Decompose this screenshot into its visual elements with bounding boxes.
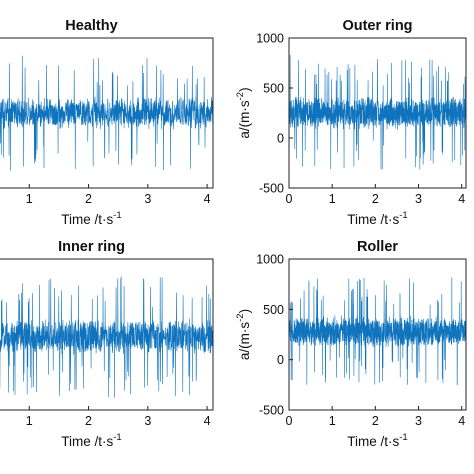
x-tick-label: 3	[415, 192, 422, 206]
y-tick-label: 500	[263, 303, 284, 317]
plot-frame	[0, 37, 214, 189]
x-axis-label-text: Time /t·s	[347, 212, 399, 227]
y-tick-label: 0	[277, 353, 284, 367]
x-axis-label-text: Time /t·s	[61, 434, 113, 449]
x-tick-label: 1	[329, 192, 336, 206]
x-axis-label: Time /t·s-1	[61, 432, 121, 449]
x-tick-label: 4	[204, 414, 211, 428]
y-tick-label: 1000	[256, 32, 284, 46]
x-tick-label: 3	[144, 414, 151, 428]
x-axis-label-text: Time /t·s	[347, 434, 399, 449]
y-tick-label: -500	[259, 404, 284, 418]
y-axis-label-text: a/(m·s	[237, 322, 252, 360]
x-axis-label-exponent: -1	[399, 432, 407, 443]
x-tick-label: 4	[204, 192, 211, 206]
x-axis-label-text: Time /t·s	[61, 212, 113, 227]
y-tick-label: 500	[263, 82, 284, 96]
x-tick-label: 2	[372, 192, 379, 206]
x-axis-label-exponent: -1	[399, 210, 407, 221]
y-axis-label: a/(m·s-2)	[235, 309, 252, 360]
y-tick-label: 1000	[256, 253, 284, 267]
x-tick-label: 3	[144, 192, 151, 206]
x-tick-label: 4	[458, 192, 465, 206]
x-tick-label: 0	[286, 192, 293, 206]
x-tick-label: 4	[458, 414, 465, 428]
x-axis-label: Time /t·s-1	[347, 210, 407, 227]
y-axis-label: a/(m·s-2)	[235, 87, 252, 138]
x-tick-label: 2	[85, 414, 92, 428]
x-tick-label: 1	[26, 192, 33, 206]
y-axis-label-exponent: -2	[235, 313, 246, 321]
x-tick-label: 1	[329, 414, 336, 428]
panel-title: Outer ring	[342, 18, 412, 34]
y-axis-label-text: a/(m·s	[237, 100, 252, 138]
x-tick-label: 2	[372, 414, 379, 428]
y-tick-label: 0	[277, 132, 284, 146]
x-tick-label: 3	[415, 414, 422, 428]
signal-line	[289, 54, 466, 170]
panel-1: 01234HealthyTime /t·s-1	[0, 18, 214, 227]
y-axis-label-exponent: -2	[235, 92, 246, 100]
x-axis-label-exponent: -1	[113, 432, 121, 443]
signal-line	[289, 277, 466, 386]
y-tick-label: -500	[259, 182, 284, 196]
panel-title: Roller	[357, 239, 398, 255]
panel-title: Healthy	[65, 18, 117, 34]
signal-line	[0, 276, 213, 398]
x-axis-label-exponent: -1	[113, 210, 121, 221]
plot-frame	[288, 37, 467, 189]
x-axis-label: Time /t·s-1	[347, 432, 407, 449]
plot-frame	[288, 258, 467, 411]
plot-frame	[0, 258, 214, 411]
y-axis-label-close: )	[237, 87, 252, 92]
signal-line	[0, 55, 213, 171]
y-axis-label-close: )	[237, 309, 252, 314]
x-tick-label: 2	[85, 192, 92, 206]
x-tick-label: 1	[26, 414, 33, 428]
x-axis-label: Time /t·s-1	[61, 210, 121, 227]
x-tick-label: 0	[286, 414, 293, 428]
panel-title: Inner ring	[58, 239, 125, 255]
